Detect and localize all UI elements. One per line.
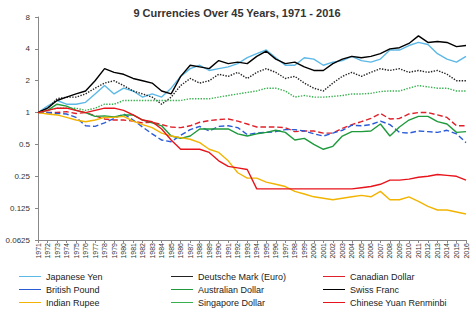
- svg-text:0.5: 0.5: [19, 140, 31, 149]
- svg-text:1974: 1974: [63, 243, 70, 259]
- svg-text:1990: 1990: [215, 243, 222, 259]
- svg-text:8: 8: [26, 13, 31, 22]
- svg-text:Canadian Dollar: Canadian Dollar: [350, 272, 415, 282]
- svg-text:0.125: 0.125: [10, 204, 31, 213]
- svg-text:2000: 2000: [310, 243, 317, 259]
- svg-text:Swiss Franc: Swiss Franc: [350, 285, 400, 295]
- svg-text:1975: 1975: [73, 243, 80, 259]
- svg-text:2: 2: [26, 76, 31, 85]
- svg-text:2004: 2004: [348, 243, 355, 259]
- svg-text:2006: 2006: [367, 243, 374, 259]
- svg-text:1972: 1972: [44, 243, 51, 259]
- svg-text:9 Currencies Over 45 Years, 19: 9 Currencies Over 45 Years, 1971 - 2016: [133, 7, 340, 19]
- svg-text:2011: 2011: [415, 243, 422, 258]
- svg-text:1998: 1998: [291, 243, 298, 259]
- svg-text:2012: 2012: [424, 243, 431, 259]
- svg-text:2003: 2003: [339, 243, 346, 259]
- svg-text:4: 4: [26, 44, 31, 53]
- svg-text:1977: 1977: [92, 243, 99, 259]
- svg-text:1997: 1997: [282, 243, 289, 259]
- svg-text:Deutsche Mark (Euro): Deutsche Mark (Euro): [198, 272, 286, 282]
- svg-text:2009: 2009: [396, 243, 403, 259]
- svg-text:Singapore Dollar: Singapore Dollar: [198, 298, 265, 308]
- svg-text:2005: 2005: [358, 243, 365, 259]
- svg-text:1981: 1981: [130, 243, 137, 259]
- svg-text:1992: 1992: [234, 243, 241, 259]
- svg-text:1982: 1982: [139, 243, 146, 259]
- svg-text:Indian Rupee: Indian Rupee: [46, 298, 100, 308]
- svg-text:1983: 1983: [149, 243, 156, 259]
- svg-text:2014: 2014: [443, 243, 450, 259]
- svg-text:1973: 1973: [54, 243, 61, 259]
- svg-text:2001: 2001: [320, 243, 327, 259]
- svg-text:1987: 1987: [187, 243, 194, 259]
- svg-text:Australian Dollar: Australian Dollar: [198, 285, 264, 295]
- svg-text:1971: 1971: [35, 243, 42, 259]
- svg-text:0.25: 0.25: [14, 172, 30, 181]
- svg-text:0.0625: 0.0625: [6, 236, 31, 245]
- svg-text:1979: 1979: [111, 243, 118, 259]
- svg-text:1976: 1976: [82, 243, 89, 259]
- svg-text:2013: 2013: [434, 243, 441, 259]
- svg-text:2015: 2015: [453, 243, 460, 259]
- svg-text:1986: 1986: [177, 243, 184, 259]
- svg-text:1995: 1995: [263, 243, 270, 259]
- svg-text:1989: 1989: [206, 243, 213, 259]
- svg-text:2008: 2008: [386, 243, 393, 259]
- svg-text:2010: 2010: [405, 243, 412, 259]
- svg-text:1978: 1978: [101, 243, 108, 259]
- svg-text:1985: 1985: [168, 243, 175, 259]
- svg-text:1994: 1994: [253, 243, 260, 259]
- svg-text:British Pound: British Pound: [46, 285, 100, 295]
- svg-text:1993: 1993: [244, 243, 251, 259]
- svg-text:1984: 1984: [158, 243, 165, 259]
- svg-text:1988: 1988: [196, 243, 203, 259]
- svg-text:1980: 1980: [120, 243, 127, 259]
- svg-text:Japanese Yen: Japanese Yen: [46, 272, 103, 282]
- svg-text:2002: 2002: [329, 243, 336, 259]
- svg-text:1999: 1999: [301, 243, 308, 259]
- svg-text:Chinese Yuan Renminbi: Chinese Yuan Renminbi: [350, 298, 446, 308]
- svg-text:1996: 1996: [272, 243, 279, 259]
- svg-text:1: 1: [26, 108, 31, 117]
- svg-text:2016: 2016: [463, 243, 470, 259]
- svg-text:1991: 1991: [225, 243, 232, 259]
- svg-text:2007: 2007: [377, 243, 384, 259]
